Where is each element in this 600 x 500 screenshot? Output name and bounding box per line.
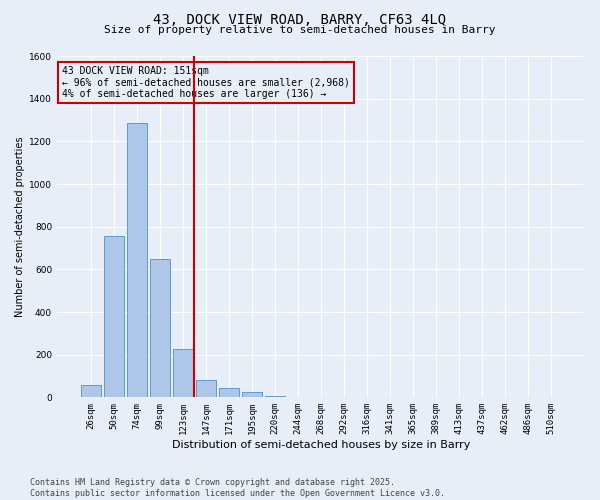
Bar [265, 396, 285, 398]
Text: Size of property relative to semi-detached houses in Barry: Size of property relative to semi-detach… [104, 25, 496, 35]
Text: 43, DOCK VIEW ROAD, BARRY, CF63 4LQ: 43, DOCK VIEW ROAD, BARRY, CF63 4LQ [154, 12, 446, 26]
Bar [219, 388, 239, 398]
Bar [127, 123, 146, 398]
Text: Contains HM Land Registry data © Crown copyright and database right 2025.
Contai: Contains HM Land Registry data © Crown c… [30, 478, 445, 498]
Bar [242, 392, 262, 398]
X-axis label: Distribution of semi-detached houses by size in Barry: Distribution of semi-detached houses by … [172, 440, 470, 450]
Text: 43 DOCK VIEW ROAD: 151sqm
← 96% of semi-detached houses are smaller (2,968)
4% o: 43 DOCK VIEW ROAD: 151sqm ← 96% of semi-… [62, 66, 350, 100]
Bar [150, 259, 170, 398]
Bar [173, 348, 193, 398]
Y-axis label: Number of semi-detached properties: Number of semi-detached properties [15, 136, 25, 317]
Bar [104, 236, 124, 398]
Bar [81, 384, 101, 398]
Bar [196, 380, 215, 398]
